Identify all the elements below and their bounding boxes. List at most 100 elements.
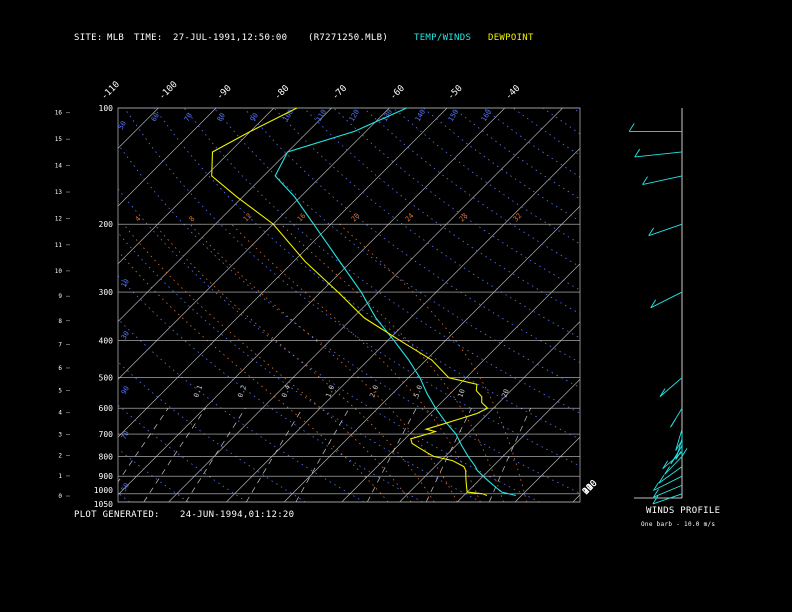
top-temp-tick-label: -60	[388, 84, 407, 103]
wind-barb-flag	[658, 474, 665, 484]
wind-barb	[659, 377, 683, 397]
wind-barb-flag	[670, 455, 677, 465]
time-value: 27-JUL-1991,12:50:00	[173, 33, 288, 43]
wind-barb-flag	[659, 388, 666, 397]
wind-barb-flag	[675, 442, 682, 451]
plot-area	[0, 108, 792, 502]
height-tick-label: 11	[55, 242, 63, 249]
legend-temp-winds: TEMP/WINDS	[414, 33, 472, 43]
temperature-profile-line	[274, 107, 516, 497]
pressure-tick-label: 800	[99, 452, 114, 461]
pressure-tick-label: 1000	[94, 486, 113, 495]
wind-barb-flag	[650, 299, 657, 309]
top-temp-tick-label: -100	[157, 80, 179, 102]
dry-adiabat-line	[118, 143, 580, 494]
dry-adiabat-line	[118, 448, 189, 502]
moist-adiabat-line	[339, 223, 527, 502]
dry-adiabat-line	[243, 108, 580, 363]
wind-barb	[675, 429, 683, 451]
dry-adiabat-top-label: 130	[381, 108, 394, 123]
plot-frame	[117, 107, 581, 503]
height-tick-label: 4	[58, 410, 62, 417]
mixing-ratio-label: 10	[456, 388, 466, 399]
wind-barb-flag	[664, 466, 670, 475]
height-tick-label: 14	[55, 163, 63, 170]
pressure-tick-label: 700	[99, 430, 114, 439]
moist-adiabat-line	[118, 250, 389, 502]
site-label: SITE:	[74, 33, 103, 43]
dry-adiabat-line	[118, 275, 423, 502]
dry-adiabat-top-label: 140	[414, 108, 427, 123]
dry-adiabat-line	[333, 108, 580, 291]
pressure-tick-label: 400	[99, 336, 114, 345]
isotherm-line	[118, 108, 217, 207]
wind-barb	[675, 438, 683, 460]
moist-adiabat-line	[231, 223, 481, 502]
pressure-tick-label: 900	[99, 472, 114, 481]
height-tick-label: 12	[55, 215, 63, 222]
dry-adiabat-label: 90	[120, 385, 131, 396]
wind-barb	[653, 475, 683, 491]
wind-barb	[652, 493, 683, 505]
dry-adiabat-label: 10	[120, 278, 131, 289]
dry-adiabat-line	[118, 232, 482, 502]
moist-adiabat-label: 8	[188, 215, 197, 224]
moist-adiabat-label: 4	[134, 215, 143, 224]
pressure-tick-label: 100	[99, 104, 114, 113]
isotherm-line	[457, 378, 580, 502]
isotherm-line	[631, 108, 792, 502]
winds-profile-title: WINDS PROFILE	[646, 506, 721, 516]
dry-adiabat-line	[153, 108, 580, 440]
wind-barb	[634, 151, 683, 158]
height-tick-label: 3	[58, 431, 62, 438]
wind-barb-flag	[628, 123, 635, 132]
top-temp-tick-label: -40	[504, 84, 523, 103]
height-tick-label: 5	[58, 388, 62, 395]
dry-adiabat-label: 30	[120, 330, 131, 341]
height-tick-label: 0	[58, 493, 62, 500]
top-temp-tick-label: -110	[100, 80, 122, 102]
top-temp-tick-label: -90	[215, 84, 234, 103]
mixing-ratio-line	[366, 408, 417, 502]
pressure-tick-label: 200	[99, 220, 114, 229]
wind-barb-flag	[653, 488, 659, 498]
mixing-ratio-label: 20	[500, 388, 510, 399]
time-label: TIME:	[134, 33, 163, 43]
dry-adiabat-top-label: 150	[447, 108, 460, 123]
height-tick-label: 2	[58, 452, 62, 459]
mixing-ratio-line	[488, 408, 531, 502]
mixing-ratio-label: 0.2	[236, 384, 248, 399]
mixing-ratio-label: 0.1	[192, 384, 204, 399]
moist-adiabat-label: 16	[296, 212, 308, 224]
mixing-ratio-line	[295, 408, 350, 502]
wind-barb-flag	[662, 460, 669, 469]
dry-adiabat-top-label: 120	[348, 108, 361, 123]
height-tick-label: 7	[58, 342, 62, 349]
isotherm-line	[118, 108, 332, 322]
top-temp-tick-label: -80	[273, 84, 292, 103]
dry-adiabat-top-label: 50	[117, 120, 128, 131]
dry-adiabat-label: 50	[120, 482, 131, 493]
dry-adiabat-line	[183, 108, 580, 414]
wind-barb-flag	[642, 176, 648, 185]
dry-adiabat-line	[118, 404, 248, 502]
wind-barb-flag	[652, 495, 659, 505]
isotherm-line	[283, 205, 580, 502]
wind-barb	[658, 466, 683, 484]
pressure-tick-label: 500	[99, 374, 114, 383]
dry-adiabat-label: 70	[120, 430, 131, 441]
dry-adiabat-top-label: 110	[315, 108, 328, 123]
height-tick-label: 13	[55, 189, 63, 196]
isotherm-line	[118, 108, 390, 380]
wind-barb	[650, 291, 683, 309]
mixing-ratio-line	[425, 408, 472, 502]
moist-adiabat-label: 24	[404, 212, 416, 224]
mixing-ratio-line	[143, 408, 206, 502]
isotherm-line	[0, 108, 43, 502]
dry-adiabat-line	[123, 108, 580, 467]
plot-generated-label: PLOT GENERATED:	[74, 510, 160, 520]
mixing-ratio-label: 2.0	[368, 384, 380, 399]
wind-barb-flag	[681, 448, 688, 457]
dry-adiabat-line	[118, 318, 365, 502]
isotherm-line	[688, 108, 792, 502]
